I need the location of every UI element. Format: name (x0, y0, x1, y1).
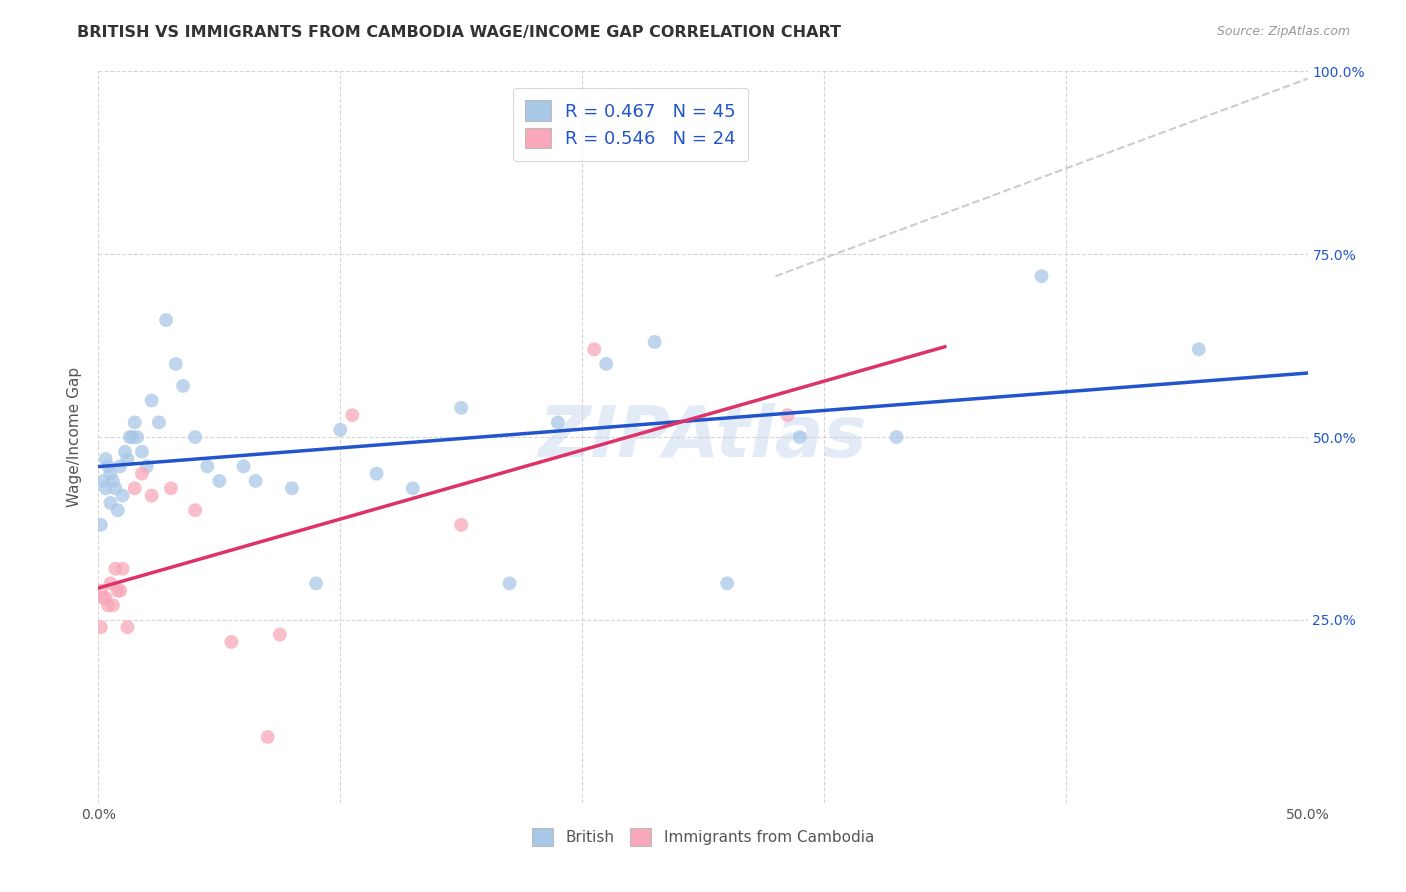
Point (90, 517, 112, 532)
Point (121, 430, 143, 444)
Point (148, 416, 170, 430)
Point (256, 730, 278, 744)
Point (94, 591, 117, 605)
Point (90, 583, 112, 598)
Point (107, 503, 129, 517)
Point (245, 474, 267, 488)
Point (94, 481, 117, 495)
Point (195, 459, 218, 474)
Point (94, 452, 117, 467)
Point (450, 401, 472, 415)
Point (117, 452, 139, 467)
Point (172, 379, 194, 393)
Point (90, 620, 112, 634)
Point (221, 635, 243, 649)
Point (131, 467, 153, 481)
Point (104, 481, 127, 495)
Point (232, 459, 254, 474)
Point (107, 583, 129, 598)
Point (124, 416, 146, 430)
Point (160, 481, 183, 495)
Point (595, 357, 617, 371)
Point (155, 313, 177, 327)
Text: BRITISH VS IMMIGRANTS FROM CAMBODIA WAGE/INCOME GAP CORRELATION CHART: BRITISH VS IMMIGRANTS FROM CAMBODIA WAGE… (77, 25, 841, 40)
Point (135, 459, 157, 474)
Point (498, 576, 520, 591)
Point (776, 408, 799, 422)
Point (141, 393, 163, 408)
Point (91, 474, 114, 488)
Point (366, 467, 388, 481)
Point (97, 599, 120, 613)
Point (450, 517, 472, 532)
Point (886, 430, 908, 444)
Point (124, 481, 146, 495)
Point (1188, 343, 1211, 357)
Point (101, 474, 124, 488)
Point (100, 576, 122, 591)
Point (111, 489, 134, 503)
Point (108, 583, 131, 598)
Point (111, 562, 134, 576)
Point (108, 459, 131, 474)
Point (184, 430, 207, 444)
Point (329, 423, 352, 437)
Point (100, 467, 122, 481)
Point (101, 599, 124, 613)
Point (1031, 269, 1053, 284)
Point (165, 357, 187, 371)
Legend: British, Immigrants from Cambodia: British, Immigrants from Cambodia (524, 821, 882, 854)
Point (644, 334, 666, 349)
Point (402, 481, 425, 495)
Point (583, 343, 606, 357)
Point (91, 591, 114, 605)
Point (184, 503, 207, 517)
Point (716, 576, 738, 591)
Point (342, 408, 364, 422)
Point (269, 627, 291, 641)
Point (118, 430, 141, 444)
Point (141, 489, 163, 503)
Point (547, 416, 569, 430)
Point (114, 444, 136, 458)
Point (131, 444, 153, 458)
Point (104, 562, 127, 576)
Text: Source: ZipAtlas.com: Source: ZipAtlas.com (1216, 25, 1350, 38)
Text: ZIPAtlas: ZIPAtlas (538, 402, 868, 472)
Point (100, 496, 122, 510)
Point (305, 576, 328, 591)
Point (789, 430, 811, 444)
Point (281, 481, 304, 495)
Point (97, 459, 120, 474)
Point (127, 430, 149, 444)
Point (208, 474, 231, 488)
Y-axis label: Wage/Income Gap: Wage/Income Gap (67, 367, 83, 508)
Point (117, 620, 139, 634)
